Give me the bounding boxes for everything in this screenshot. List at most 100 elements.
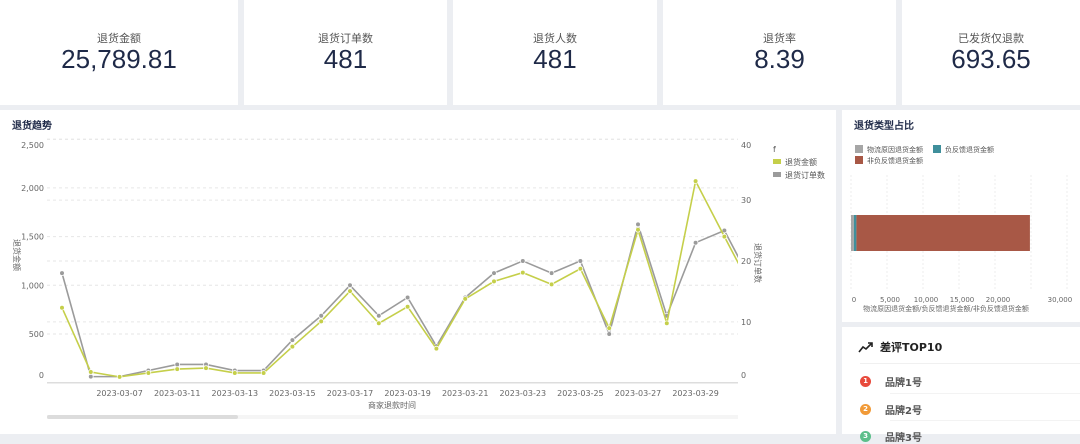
x-tick-label: 2023-03-29 [672, 389, 719, 398]
data-point [174, 366, 181, 372]
data-point [318, 318, 325, 325]
data-point [375, 312, 382, 319]
panel-title: 退货类型占比 [854, 121, 914, 132]
data-point [88, 373, 94, 380]
legend-label: 退货订单数 [785, 170, 825, 180]
kpi-card-return-users: 退货人数 481 [453, 0, 657, 105]
data-point [59, 304, 65, 311]
y-tick-label: 2,000 [21, 184, 44, 193]
y-tick-label: 2,500 [21, 141, 44, 150]
divider [860, 363, 1080, 364]
brand-name: 品牌1号 [885, 378, 922, 389]
data-point [548, 270, 555, 276]
data-point [375, 320, 382, 327]
y-tick-label: 1,000 [21, 281, 44, 290]
data-point [491, 270, 497, 276]
rank-badge: 2 [860, 404, 871, 415]
kpi-card-return-rate: 退货率 8.39 [663, 0, 896, 105]
divider [890, 393, 1080, 394]
x-tick-label: 2023-03-27 [615, 389, 662, 398]
data-point [433, 345, 440, 352]
kpi-label: 退货率 [763, 32, 796, 45]
y2-tick-label: 20 [741, 257, 751, 266]
x-tick-label: 2023-03-17 [327, 389, 374, 398]
legend-label: 退货金额 [785, 157, 817, 167]
data-point [88, 369, 94, 375]
kpi-label: 退货订单数 [318, 32, 373, 45]
data-point [232, 370, 238, 376]
kpi-card-return-amount: 退货金额 25,789.81 [0, 0, 238, 105]
rank-badge: 3 [860, 431, 871, 442]
kpi-card-return-orders: 退货订单数 481 [244, 0, 447, 105]
data-point [519, 258, 526, 264]
trend-up-icon [858, 342, 873, 353]
x-tick-label: 2023-03-23 [500, 389, 547, 398]
plot-area [59, 178, 756, 380]
data-point [519, 269, 526, 276]
y2-tick-label: 10 [741, 318, 751, 327]
data-point [692, 239, 699, 246]
top10-header: 差评TOP10 [858, 339, 942, 355]
data-point [663, 320, 670, 327]
y2-tick-label: 40 [741, 141, 751, 150]
bar-segment [856, 215, 1030, 251]
series-line [61, 221, 738, 378]
y2-tick-label: 0 [741, 371, 746, 380]
x-tick-label: 15,000 [950, 296, 975, 304]
x-tick-label: 2023-03-21 [442, 389, 489, 398]
kpi-label: 退货人数 [533, 32, 577, 45]
x-tick-label: 2023-03-07 [96, 389, 143, 398]
list-item[interactable]: 1 品牌1号 [860, 374, 922, 389]
rank-badge: 1 [860, 376, 871, 387]
data-point [404, 294, 411, 301]
data-point [751, 289, 756, 294]
types-panel: 退货类型占比 物流原因退货金额 负反馈退货金额 非负反馈退货金额 0 5,000 10,0… [842, 110, 1080, 322]
legend-title: f [773, 145, 776, 154]
kpi-label: 退货金额 [97, 32, 141, 45]
y-tick-label: 1,500 [21, 233, 44, 242]
scrollbar-track[interactable] [47, 415, 738, 419]
x-tick-label: 5,000 [880, 296, 900, 304]
kpi-card-refund-only: 已发货仅退款 693.65 [902, 0, 1080, 105]
data-point [289, 337, 296, 343]
list-item[interactable]: 2 品牌2号 [860, 402, 922, 417]
kpi-value: 481 [323, 44, 368, 74]
data-point [59, 270, 65, 276]
trend-panel: 退货趋势 0 500 1,000 1,500 2,000 2,500 0 10 20 30 40 20… [0, 110, 836, 434]
y-axis-label: 退货金额 [12, 239, 22, 271]
panel-title: 退货趋势 [12, 121, 52, 132]
data-point [462, 296, 469, 302]
legend-label: 负反馈退货金额 [945, 145, 994, 154]
y-tick-label: 0 [39, 371, 44, 380]
legend-swatch [773, 172, 781, 177]
series-line [61, 178, 738, 378]
data-point [548, 281, 555, 288]
brand-name: 品牌3号 [885, 433, 922, 444]
brand-name: 品牌2号 [885, 406, 922, 417]
data-point [606, 325, 612, 331]
x-tick-label: 30,000 [1048, 296, 1073, 304]
data-point [751, 283, 756, 288]
kpi-value: 481 [533, 44, 577, 74]
kpi-label: 已发货仅退款 [958, 32, 1024, 45]
list-item[interactable]: 3 品牌3号 [860, 429, 922, 444]
data-point [347, 282, 353, 289]
data-point [491, 278, 497, 285]
data-point [260, 370, 267, 376]
data-point [635, 226, 641, 233]
data-point [116, 374, 123, 380]
x-tick-label: 2023-03-13 [212, 389, 259, 398]
top10-title: 差评TOP10 [880, 341, 943, 354]
x-tick-label: 10,000 [914, 296, 939, 304]
legend-swatch [933, 145, 941, 153]
scrollbar-thumb[interactable] [47, 415, 238, 419]
data-point [404, 303, 411, 310]
legend-swatch [855, 156, 863, 164]
legend-swatch [855, 145, 863, 153]
legend-label: 非负反馈退货金额 [867, 156, 923, 165]
top10-panel: 差评TOP10 1 品牌1号 2 品牌2号 3 品牌3号 [842, 327, 1080, 444]
data-point [577, 265, 584, 272]
data-point [203, 365, 209, 371]
kpi-value: 25,789.81 [61, 44, 177, 74]
